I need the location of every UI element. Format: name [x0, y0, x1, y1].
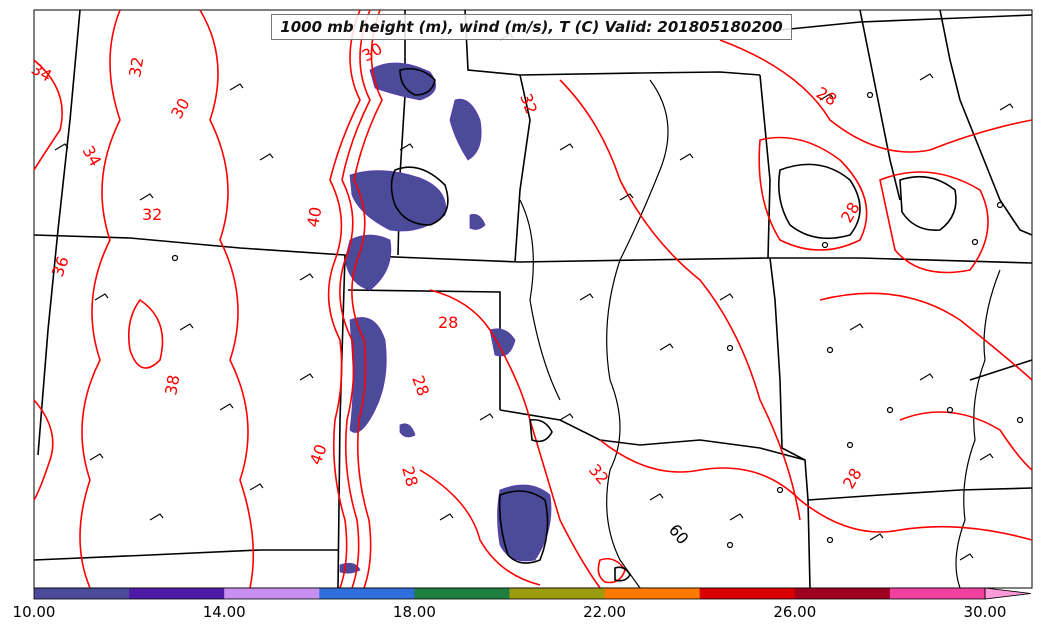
temperature-contours	[33, 9, 1033, 589]
colorbar-tick-label: 14.00	[202, 603, 246, 621]
colorbar-bin	[699, 588, 796, 599]
colorbar-bin	[794, 588, 891, 599]
colorbar-bin	[34, 588, 130, 599]
colorbar-tick-label: 18.00	[392, 603, 436, 621]
colorbar-tick-label: 30.00	[963, 603, 1007, 621]
colorbar-bin	[509, 588, 606, 599]
state-borders	[33, 9, 1033, 589]
colorbar-bin	[319, 588, 415, 599]
map-title-text: 1000 mb height (m), wind (m/s), T (C) Va…	[280, 18, 783, 36]
contour-label: 32	[125, 55, 147, 78]
colorbar-bin	[129, 588, 225, 599]
colorbar-bin	[414, 588, 510, 599]
colorbar-tick-label: 26.00	[773, 603, 817, 621]
wind-barbs	[54, 33, 1014, 561]
colorbar-bin	[224, 588, 320, 599]
contour-label: 38	[161, 373, 183, 396]
contour-label: 28	[398, 464, 422, 489]
contour-label: 28	[438, 313, 458, 332]
contour-label: 32	[142, 205, 162, 224]
precipitation-shading	[339, 62, 552, 574]
map-title: 1000 mb height (m), wind (m/s), T (C) Va…	[271, 14, 792, 40]
contour-label: 40	[303, 205, 325, 228]
colorbar	[33, 587, 1032, 600]
colorbar-bin	[604, 588, 701, 599]
colorbar-tick-label: 10.00	[12, 603, 56, 621]
colorbar-bin	[889, 588, 986, 599]
height-contours	[390, 67, 957, 582]
calm-markers	[171, 91, 1024, 549]
colorbar-extend-arrow	[984, 587, 1032, 600]
colorbar-tick-label: 22.00	[583, 603, 627, 621]
river-lines	[519, 79, 1001, 589]
colorbar-outline	[33, 587, 986, 600]
